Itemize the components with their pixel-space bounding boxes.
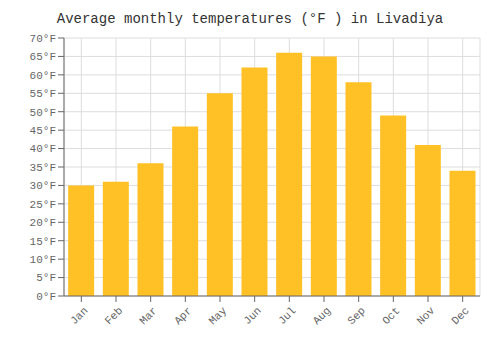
svg-text:55°F: 55°F: [30, 88, 56, 100]
svg-text:Nov: Nov: [415, 304, 438, 327]
svg-text:Mar: Mar: [137, 305, 159, 327]
svg-text:Aug: Aug: [311, 305, 333, 327]
svg-text:40°F: 40°F: [30, 143, 56, 155]
svg-text:0°F: 0°F: [36, 291, 56, 303]
svg-text:70°F: 70°F: [30, 33, 56, 45]
svg-text:5°F: 5°F: [36, 272, 56, 284]
svg-text:May: May: [207, 304, 230, 327]
svg-text:Apr: Apr: [172, 305, 194, 327]
svg-text:Jul: Jul: [276, 305, 298, 327]
html-text:Average monthly temperatures (: Average monthly temperatures (°F ) in Li…: [56, 11, 444, 27]
svg-text:65°F: 65°F: [30, 51, 56, 63]
svg-text:Sep: Sep: [345, 305, 367, 327]
svg-text:30°F: 30°F: [30, 180, 56, 192]
svg-text:Oct: Oct: [380, 305, 402, 327]
svg-text:35°F: 35°F: [30, 162, 56, 174]
svg-text:10°F: 10°F: [30, 254, 56, 266]
svg-text:60°F: 60°F: [30, 70, 56, 82]
svg-text:45°F: 45°F: [30, 125, 56, 137]
svg-text:Dec: Dec: [449, 305, 471, 327]
svg-text:20°F: 20°F: [30, 217, 56, 229]
svg-text:50°F: 50°F: [30, 107, 56, 119]
svg-text:15°F: 15°F: [30, 236, 56, 248]
svg-text:25°F: 25°F: [30, 199, 56, 211]
svg-text:Jun: Jun: [241, 305, 263, 327]
svg-text:Feb: Feb: [103, 305, 125, 327]
svg-text:Jan: Jan: [68, 305, 90, 327]
